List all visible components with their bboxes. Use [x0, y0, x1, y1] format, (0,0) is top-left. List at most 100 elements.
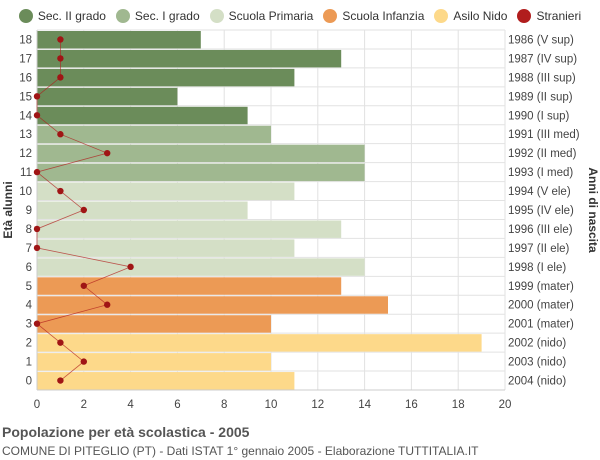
birth-year-tick-label: 1986 (V sup) [508, 34, 574, 46]
bar [37, 239, 295, 257]
stranieri-point [80, 358, 88, 365]
age-tick-label: 5 [26, 281, 32, 293]
stranieri-point [33, 168, 41, 176]
age-tick-label: 15 [19, 91, 32, 103]
bar [37, 372, 295, 390]
age-tick-label: 6 [26, 262, 32, 274]
x-tick-label: 18 [452, 399, 465, 411]
x-tick-label: 10 [265, 399, 278, 411]
bar [37, 182, 295, 201]
age-tick-label: 11 [20, 167, 32, 179]
legend-label: Scuola Infanzia [342, 9, 425, 23]
bar [37, 163, 365, 182]
x-tick-label: 12 [311, 399, 324, 411]
birth-year-tick-label: 2003 (nido) [508, 357, 566, 369]
stranieri-point [104, 301, 111, 308]
birth-year-tick-label: 2002 (nido) [508, 338, 566, 350]
legend-swatch [209, 9, 224, 23]
legend-swatch [434, 9, 449, 23]
birth-year-tick-label: 1988 (III sup) [508, 72, 576, 84]
age-tick-label: 14 [19, 110, 32, 122]
stranieri-point [57, 339, 64, 346]
age-tick-label: 18 [19, 34, 32, 46]
x-tick-label: 14 [358, 399, 371, 411]
stranieri-point [127, 263, 134, 271]
stranieri-point [33, 112, 41, 119]
age-tick-label: 16 [19, 72, 32, 84]
bar [37, 68, 295, 87]
chart-title: Popolazione per età scolastica - 2005 [2, 424, 250, 440]
birth-year-tick-label: 2000 (mater) [508, 300, 574, 312]
legend-item: Sec. I grado [115, 9, 200, 23]
legend-item: Stranieri [517, 9, 581, 23]
age-tick-label: 3 [26, 319, 32, 331]
birth-year-tick-label: 1996 (III ele) [508, 224, 573, 236]
stranieri-point [57, 55, 64, 62]
age-tick-label: 17 [19, 53, 32, 65]
age-tick-label: 10 [19, 186, 32, 198]
legend-label: Stranieri [536, 9, 582, 23]
birth-year-tick-label: 1998 (I ele) [508, 262, 566, 274]
x-tick-label: 4 [127, 399, 134, 411]
x-tick-label: 2 [81, 399, 87, 411]
legend-swatch [517, 9, 532, 23]
bar [37, 334, 482, 352]
birth-year-tick-label: 1991 (III med) [508, 129, 580, 141]
chart-subtitle: COMUNE DI PITEGLIO (PT) - Dati ISTAT 1° … [2, 444, 479, 458]
stranieri-point [33, 320, 41, 327]
stranieri-point [104, 149, 111, 157]
bar [37, 277, 342, 295]
legend-label: Sec. I grado [134, 9, 200, 23]
y-axis-title-right: Anni di nascita [586, 167, 600, 253]
bar [37, 125, 271, 144]
bar [37, 220, 342, 238]
age-tick-label: 8 [26, 224, 32, 236]
birth-year-tick-label: 2001 (mater) [508, 319, 574, 331]
stranieri-point [57, 36, 64, 43]
legend-item: Scuola Primaria [209, 9, 314, 23]
age-tick-label: 2 [26, 338, 32, 350]
stranieri-point [57, 377, 64, 384]
legend-item: Asilo Nido [434, 9, 507, 23]
age-tick-label: 1 [26, 357, 32, 369]
age-tick-label: 0 [26, 376, 32, 388]
legend-swatch [323, 9, 338, 23]
bar [37, 31, 201, 49]
x-tick-label: 16 [405, 399, 418, 411]
birth-year-tick-label: 1997 (II ele) [508, 243, 570, 255]
legend-swatch [115, 9, 130, 23]
birth-year-tick-label: 2004 (nido) [508, 376, 566, 388]
bar [37, 201, 248, 219]
x-tick-label: 0 [34, 399, 40, 411]
bar [37, 87, 178, 106]
stranieri-point [57, 74, 64, 81]
stranieri-point [80, 282, 88, 289]
stranieri-point [80, 206, 88, 214]
legend-item: Sec. II grado [18, 9, 106, 23]
birth-year-tick-label: 1989 (II sup) [508, 91, 573, 103]
birth-year-tick-label: 1990 (I sup) [508, 110, 570, 122]
age-tick-label: 13 [19, 129, 32, 141]
age-tick-label: 12 [19, 148, 32, 160]
stranieri-point [33, 225, 41, 233]
birth-year-tick-label: 1999 (mater) [508, 281, 574, 293]
bar [37, 144, 365, 163]
age-tick-label: 7 [26, 243, 32, 255]
age-tick-label: 4 [26, 300, 33, 312]
x-tick-label: 20 [499, 399, 512, 411]
bar [37, 49, 342, 68]
legend-label: Scuola Primaria [228, 9, 314, 23]
birth-year-tick-label: 1987 (IV sup) [508, 53, 577, 65]
x-tick-label: 8 [221, 399, 227, 411]
age-tick-label: 9 [26, 205, 32, 217]
bar [37, 315, 271, 333]
stranieri-point [33, 93, 41, 100]
bar [37, 353, 271, 371]
legend-label: Asilo Nido [453, 9, 508, 23]
y-axis-title-left: Età alunni [1, 181, 15, 238]
x-tick-label: 6 [174, 399, 180, 411]
chart-legend: Sec. II grado Sec. I grado Scuola Primaria… [0, 6, 600, 26]
stranieri-point [33, 244, 41, 252]
birth-year-tick-label: 1992 (II med) [508, 148, 577, 160]
